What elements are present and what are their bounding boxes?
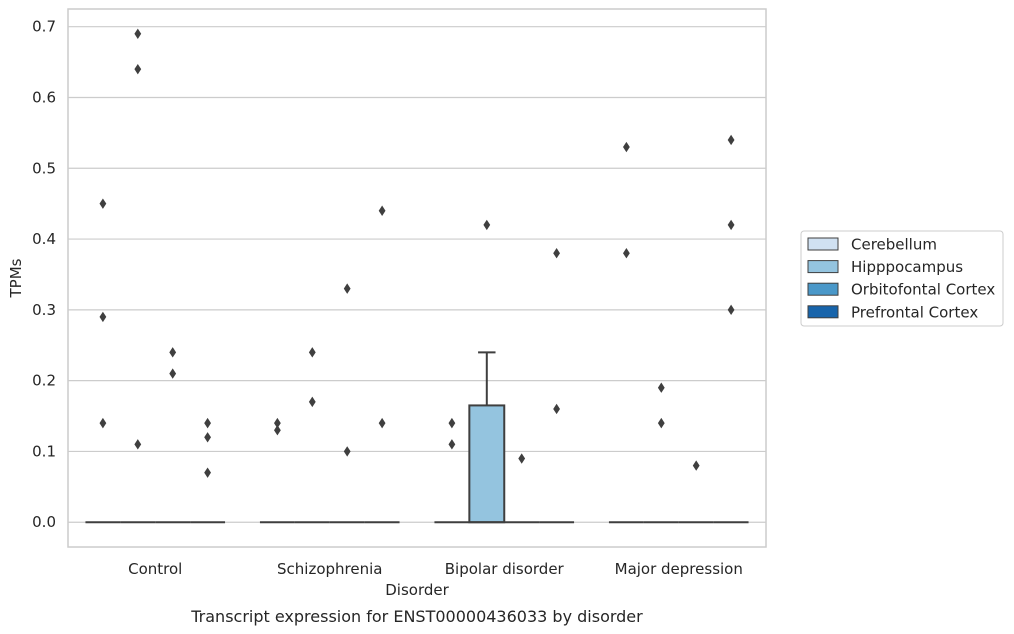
box-series bbox=[85, 351, 749, 524]
y-tick-label: 0.1 bbox=[32, 442, 56, 460]
grid-lines bbox=[68, 26, 766, 523]
y-tick-label: 0.4 bbox=[32, 230, 56, 248]
outlier-point bbox=[274, 424, 281, 436]
outlier-point bbox=[134, 28, 142, 39]
y-tick-label: 0.7 bbox=[32, 18, 56, 36]
outlier-point bbox=[274, 417, 281, 429]
box-body bbox=[468, 404, 506, 524]
plot-frame bbox=[67, 8, 767, 548]
outlier-point bbox=[134, 63, 142, 75]
outlier-points bbox=[99, 28, 735, 478]
outlier-point bbox=[308, 396, 316, 408]
legend-swatch bbox=[807, 237, 839, 251]
outlier-point bbox=[727, 134, 735, 146]
legend-swatch bbox=[807, 260, 839, 274]
box-1-2 bbox=[468, 351, 506, 524]
y-tick-label: 0.2 bbox=[32, 372, 56, 390]
x-axis-label: Disorder bbox=[385, 581, 449, 599]
legend-label: Cerebellum bbox=[851, 236, 937, 254]
outlier-point bbox=[518, 453, 526, 464]
outlier-point bbox=[169, 347, 177, 358]
outlier-point bbox=[553, 248, 560, 259]
x-tick-label: Schizophrenia bbox=[277, 560, 382, 578]
legend-swatch bbox=[807, 282, 839, 296]
outlier-point bbox=[727, 219, 735, 231]
y-tick-label: 0.3 bbox=[32, 301, 56, 319]
legend-swatch bbox=[807, 305, 839, 319]
outlier-point bbox=[204, 467, 211, 478]
x-axis-ticks: Control Schizophrenia Bipolar disorder Majo… bbox=[128, 560, 743, 578]
legend-label: Hipppocampus bbox=[851, 258, 963, 276]
outlier-point bbox=[448, 439, 456, 450]
outlier-point bbox=[553, 403, 560, 415]
legend: Cerebellum Hipppocampus Orbitofontal Corte… bbox=[800, 230, 1004, 327]
outlier-point bbox=[134, 439, 142, 450]
outlier-point bbox=[657, 417, 665, 429]
outlier-point bbox=[343, 283, 351, 294]
legend-frame bbox=[800, 230, 1004, 327]
outlier-point bbox=[204, 417, 211, 429]
y-axis-label: TPMs bbox=[7, 258, 25, 298]
legend-items: Cerebellum Hipppocampus Orbitofontal Corte… bbox=[807, 236, 995, 321]
x-tick-label: Major depression bbox=[615, 560, 743, 578]
outlier-point bbox=[99, 198, 107, 209]
y-tick-label: 0.0 bbox=[32, 513, 56, 531]
y-axis-ticks: 0.0 0.1 0.2 0.3 0.4 0.5 0.6 0.7 bbox=[32, 18, 56, 532]
outlier-point bbox=[657, 382, 665, 393]
outlier-point bbox=[99, 417, 107, 429]
outlier-point bbox=[99, 311, 107, 323]
x-tick-label: Bipolar disorder bbox=[445, 560, 565, 578]
outlier-point bbox=[378, 205, 386, 216]
figure-caption: Transcript expression for ENST0000043603… bbox=[190, 607, 643, 626]
x-tick-label: Control bbox=[128, 560, 182, 578]
outlier-point bbox=[378, 417, 386, 429]
y-tick-label: 0.6 bbox=[32, 88, 56, 106]
outlier-point bbox=[204, 432, 211, 443]
outlier-point bbox=[623, 248, 630, 259]
outlier-point bbox=[483, 219, 491, 231]
outlier-point bbox=[343, 446, 351, 457]
legend-label: Orbitofontal Cortex bbox=[851, 281, 995, 299]
outlier-point bbox=[692, 460, 700, 471]
outlier-point bbox=[308, 347, 316, 358]
y-tick-label: 0.5 bbox=[32, 159, 56, 177]
outlier-point bbox=[169, 368, 177, 379]
legend-label: Prefrontal Cortex bbox=[851, 303, 978, 321]
outlier-point bbox=[448, 417, 456, 429]
outlier-point bbox=[623, 141, 630, 153]
outlier-point bbox=[727, 304, 735, 316]
